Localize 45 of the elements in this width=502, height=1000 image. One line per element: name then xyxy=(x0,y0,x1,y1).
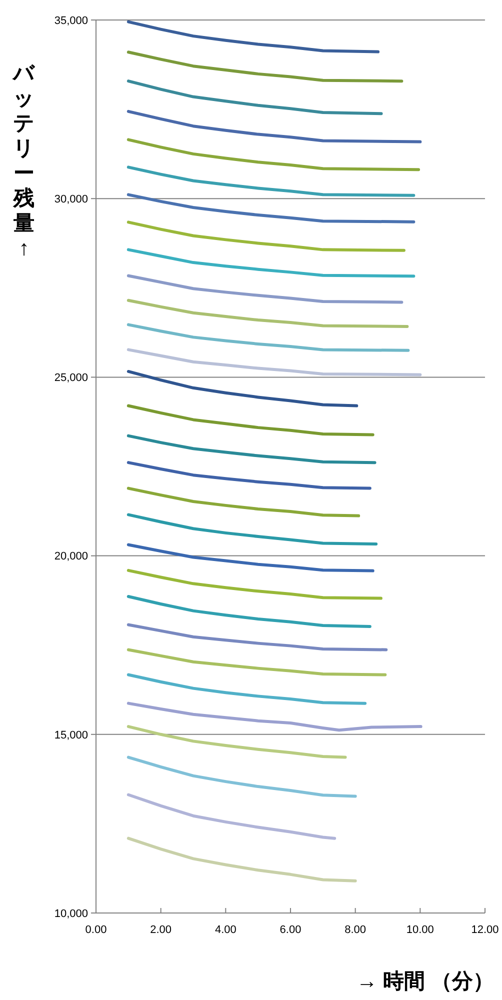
line-series xyxy=(126,370,358,408)
line-series xyxy=(126,248,416,278)
line-series xyxy=(126,513,378,546)
x-tick-label: 6.00 xyxy=(280,924,302,936)
line-series xyxy=(126,348,422,376)
line-series xyxy=(126,756,357,798)
y-axis-title: バッテリー残量 ↑ xyxy=(12,62,36,260)
line-series xyxy=(126,110,422,144)
y-tick-label: 25,000 xyxy=(54,372,88,384)
line-series xyxy=(126,648,387,676)
line-series xyxy=(126,836,357,882)
line-series xyxy=(126,568,382,600)
line-series xyxy=(126,673,367,705)
line-series xyxy=(126,434,376,464)
line-series xyxy=(126,274,404,304)
line-series xyxy=(126,138,420,172)
y-tick-label: 30,000 xyxy=(54,193,88,206)
y-tick-label: 35,000 xyxy=(54,14,88,27)
x-tick-label: 10.00 xyxy=(406,924,434,936)
x-axis-title: → 時間 （分） xyxy=(356,970,494,993)
y-tick-label: 10,000 xyxy=(54,908,88,920)
line-series xyxy=(126,623,388,652)
line-series xyxy=(126,404,374,436)
line-series xyxy=(126,595,372,628)
x-tick-label: 2.00 xyxy=(150,924,172,936)
line-series xyxy=(126,193,416,224)
line-series xyxy=(126,20,380,54)
line-series xyxy=(126,50,404,83)
line-series xyxy=(126,461,372,490)
line-series xyxy=(126,323,410,352)
x-tick-label: 8.00 xyxy=(344,924,366,936)
line-series xyxy=(126,166,416,197)
line-series xyxy=(126,702,422,732)
x-tick-label: 0.00 xyxy=(85,924,107,936)
line-series xyxy=(126,80,383,116)
line-series xyxy=(126,543,374,572)
y-tick-label: 20,000 xyxy=(54,550,88,563)
line-series xyxy=(126,725,347,759)
line-series xyxy=(126,793,336,840)
line-series xyxy=(126,220,406,252)
x-tick-label: 12.00 xyxy=(471,924,499,936)
line-series xyxy=(126,298,409,328)
y-tick-label: 15,000 xyxy=(54,729,88,742)
x-tick-label: 4.00 xyxy=(214,924,236,936)
line-series xyxy=(126,486,360,518)
